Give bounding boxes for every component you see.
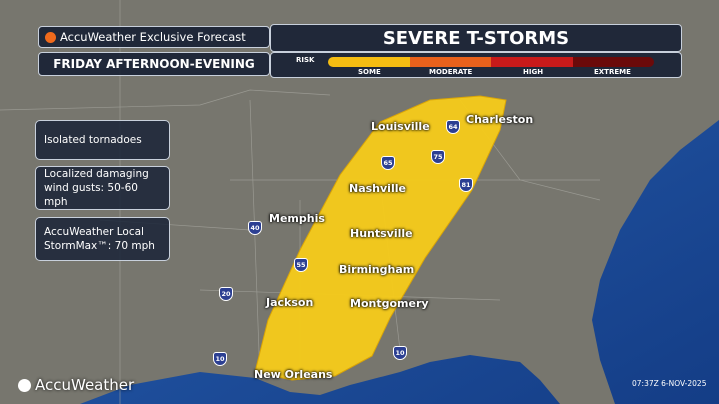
city-label: Charleston <box>466 113 534 126</box>
info-box-stormmax: AccuWeather Local StormMax™: 70 mph <box>35 217 170 261</box>
city-label: Birmingham <box>339 263 415 276</box>
risk-panel: RISK SOME MODERATE HIGH EXTREME <box>270 52 682 78</box>
risk-extreme-label: EXTREME <box>594 68 631 76</box>
city-label: Memphis <box>269 212 325 225</box>
info-text: AccuWeather Local StormMax™: 70 mph <box>44 225 155 252</box>
risk-area-some <box>254 95 507 381</box>
risk-high <box>491 57 573 67</box>
interstate-shield: 20 <box>219 287 233 301</box>
city-label: New Orleans <box>254 368 333 381</box>
sun-logo-icon <box>18 378 31 392</box>
period-label: FRIDAY AFTERNOON-EVENING <box>53 57 255 71</box>
info-box-wind: Localized damaging wind gusts: 50-60 mph <box>35 166 170 210</box>
city-label: Louisville <box>371 120 430 133</box>
title-panel: SEVERE T-STORMS <box>270 24 682 52</box>
risk-high-label: HIGH <box>523 68 544 76</box>
city-label: Nashville <box>349 182 406 195</box>
risk-scale <box>328 57 654 67</box>
city-label: Huntsville <box>350 227 413 240</box>
interstate-shield: 65 <box>381 156 395 170</box>
info-text: Isolated tornadoes <box>44 133 142 146</box>
brand-line: AccuWeather Exclusive Forecast <box>60 30 246 44</box>
city-label: Montgomery <box>350 297 429 310</box>
brand-panel: AccuWeather Exclusive Forecast <box>38 26 270 48</box>
interstate-shield: 75 <box>431 150 445 164</box>
info-text: Localized damaging wind gusts: 50-60 mph <box>44 167 149 209</box>
interstate-shield: 10 <box>393 346 407 360</box>
interstate-shield: 10 <box>213 352 227 366</box>
city-label: Jackson <box>266 296 314 309</box>
risk-moderate <box>409 57 491 67</box>
logo-text: AccuWeather <box>35 376 135 394</box>
timestamp: 07:37Z 6-NOV-2025 <box>632 379 707 388</box>
interstate-shield: 55 <box>294 258 308 272</box>
risk-extreme <box>572 57 654 67</box>
interstate-shield: 81 <box>459 178 473 192</box>
title: SEVERE T-STORMS <box>382 27 570 49</box>
footer-logo: AccuWeather <box>18 376 134 394</box>
risk-moderate-label: MODERATE <box>429 68 473 76</box>
period-panel: FRIDAY AFTERNOON-EVENING <box>38 52 270 76</box>
sun-icon <box>45 31 56 43</box>
interstate-shield: 64 <box>446 120 460 134</box>
risk-some-label: SOME <box>358 68 381 76</box>
info-box-tornadoes: Isolated tornadoes <box>35 120 170 160</box>
interstate-shield: 40 <box>248 221 262 235</box>
risk-some <box>328 57 410 67</box>
risk-label: RISK <box>296 56 315 64</box>
